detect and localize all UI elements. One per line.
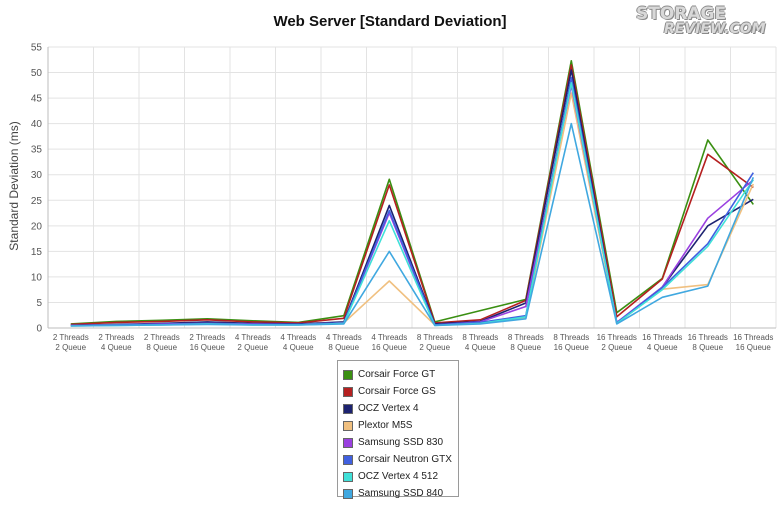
legend-label: OCZ Vertex 4 512 bbox=[358, 471, 439, 482]
legend-label: Corsair Force GT bbox=[358, 369, 436, 380]
legend-swatch bbox=[343, 386, 353, 397]
logo-text-review: REVIEW.COM bbox=[664, 21, 766, 37]
legend-label: Corsair Force GS bbox=[358, 386, 436, 397]
legend-item: OCZ Vertex 4 bbox=[343, 400, 458, 417]
legend-item: Samsung SSD 830 bbox=[343, 434, 458, 451]
y-tick-label: 0 bbox=[36, 324, 42, 335]
legend-label: Plextor M5S bbox=[358, 420, 413, 431]
x-tick-label: 8 Threads 8 Queue bbox=[508, 333, 544, 352]
legend-swatch bbox=[343, 471, 353, 482]
x-tick-label: 16 Threads 2 Queue bbox=[597, 333, 637, 352]
x-tick-label: 16 Threads 8 Queue bbox=[688, 333, 728, 352]
legend-item: Plextor M5S bbox=[343, 417, 458, 434]
legend-item: Corsair Neutron GTX bbox=[343, 451, 458, 468]
y-tick-label: 30 bbox=[31, 170, 43, 181]
legend-swatch bbox=[343, 403, 353, 414]
storagereview-logo: STORAGE REVIEW.COM bbox=[634, 4, 766, 44]
logo-text-storage: STORAGE bbox=[636, 4, 727, 24]
legend-swatch bbox=[343, 369, 353, 380]
x-tick-label: 8 Threads 4 Queue bbox=[462, 333, 498, 352]
legend-item: Corsair Force GT bbox=[343, 366, 458, 383]
y-tick-label: 50 bbox=[31, 68, 43, 79]
y-tick-label: 10 bbox=[31, 272, 43, 283]
x-tick-label: 8 Threads 2 Queue bbox=[417, 333, 453, 352]
series-line-samsung-ssd-840 bbox=[70, 122, 755, 327]
line-chart: 0 5 10 15 20 25 30 35 40 45 50 55 2 Threads 2 Queue 2 … bbox=[31, 43, 777, 352]
series-line-corsair-force-gt bbox=[70, 59, 754, 325]
legend-item: OCZ Vertex 4 512 bbox=[343, 468, 458, 485]
x-tick-label: 16 Threads 4 Queue bbox=[642, 333, 682, 352]
x-tick-label: 4 Threads 8 Queue bbox=[326, 333, 362, 352]
x-tick-label: 4 Threads 2 Queue bbox=[235, 333, 271, 352]
legend-item: Corsair Force GS bbox=[343, 383, 458, 400]
x-tick-label: 2 Threads 2 Queue bbox=[53, 333, 89, 352]
x-tick-label: 4 Threads 16 Queue bbox=[371, 333, 407, 352]
legend-label: Corsair Neutron GTX bbox=[358, 454, 452, 465]
y-tick-label: 40 bbox=[31, 119, 43, 130]
x-tick-label: 2 Threads 8 Queue bbox=[144, 333, 180, 352]
x-tick-label: 8 Threads 16 Queue bbox=[553, 333, 589, 352]
legend-swatch bbox=[343, 454, 353, 465]
y-tick-label: 35 bbox=[31, 145, 43, 156]
y-tick-label: 15 bbox=[31, 247, 43, 258]
legend: Corsair Force GT Corsair Force GS OCZ Vert… bbox=[337, 360, 459, 499]
chart-title: Web Server [Standard Deviation] bbox=[273, 13, 507, 30]
x-tick-label: 16 Threads 16 Queue bbox=[733, 333, 773, 352]
y-tick-label: 5 bbox=[36, 298, 42, 309]
y-tick-label: 25 bbox=[31, 196, 43, 207]
legend-swatch bbox=[343, 437, 353, 448]
x-tick-label: 2 Threads 16 Queue bbox=[189, 333, 225, 352]
legend-swatch bbox=[343, 420, 353, 431]
legend-label: Samsung SSD 840 bbox=[358, 488, 444, 499]
y-tick-label: 45 bbox=[31, 94, 43, 105]
legend-label: OCZ Vertex 4 bbox=[358, 403, 419, 414]
x-tick-label: 2 Threads 4 Queue bbox=[98, 333, 134, 352]
x-tick-label: 4 Threads 4 Queue bbox=[280, 333, 316, 352]
series-line-corsair-force-gs bbox=[70, 64, 754, 326]
y-tick-label: 20 bbox=[31, 221, 43, 232]
legend-swatch bbox=[343, 488, 353, 499]
y-tick-label: 55 bbox=[31, 43, 43, 54]
legend-label: Samsung SSD 830 bbox=[358, 437, 444, 448]
legend-item: Samsung SSD 840 bbox=[343, 485, 458, 502]
